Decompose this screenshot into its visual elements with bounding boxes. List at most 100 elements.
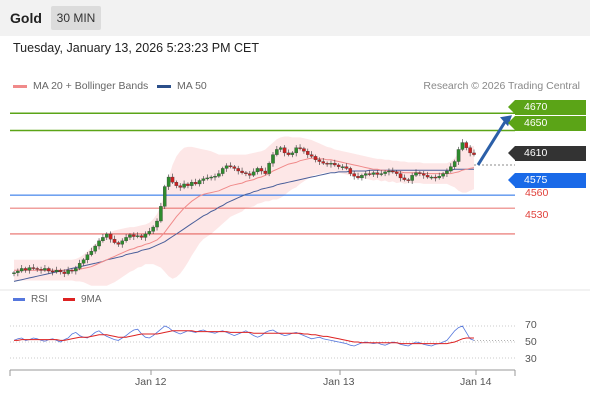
candle-body — [178, 185, 182, 188]
candle-body — [201, 178, 206, 181]
candle-body — [120, 240, 124, 245]
legend-ma50-label: MA 50 — [177, 80, 207, 92]
candle-body — [391, 170, 395, 173]
rsi-line — [13, 325, 475, 347]
legend-9ma-label: 9MA — [81, 294, 102, 305]
candle-body — [410, 175, 414, 181]
candle-body — [367, 173, 372, 175]
level-tag-4650: 4650 — [508, 116, 586, 131]
candle-body — [43, 268, 47, 271]
candle-body — [240, 170, 244, 173]
support-label-4560: 4560 — [525, 187, 549, 199]
candle-body — [352, 173, 356, 177]
candle-body — [460, 142, 465, 150]
candle-body — [421, 173, 426, 176]
candle-body — [398, 173, 403, 179]
candle-body — [193, 182, 198, 185]
candle-body — [54, 270, 59, 273]
candle-body — [282, 147, 287, 154]
candle-body — [271, 154, 275, 164]
candle-body — [298, 147, 302, 149]
candle-body — [135, 235, 140, 237]
candle-body — [105, 233, 109, 238]
ma50-line — [13, 168, 474, 282]
candle-body — [50, 270, 55, 273]
candle-body — [124, 237, 128, 242]
candle-body — [62, 271, 67, 274]
candle-body — [309, 154, 314, 157]
candle-body — [77, 263, 82, 269]
candle-body — [205, 177, 210, 180]
ma50-swatch — [157, 84, 171, 88]
candle-body — [356, 176, 360, 179]
candle-body — [170, 176, 175, 183]
candle-body — [116, 242, 121, 245]
candle-body — [333, 163, 337, 166]
candle-body — [364, 173, 368, 176]
candle-body — [445, 170, 449, 174]
legend-ma20-label: MA 20 + Bollinger Bands — [33, 80, 149, 92]
candle-body — [286, 152, 291, 155]
candle-body — [418, 172, 422, 174]
candle-body — [217, 173, 221, 177]
candle-body — [406, 179, 411, 181]
candle-body — [220, 168, 225, 174]
candle-body — [97, 240, 101, 247]
legend-ma50: MA 50 — [157, 80, 207, 92]
candle-body — [236, 168, 240, 172]
legend-ma20: MA 20 + Bollinger Bands — [13, 80, 148, 92]
candle-body — [464, 142, 469, 148]
candle-body — [16, 270, 20, 273]
candle-body — [89, 251, 94, 255]
candle-body — [251, 171, 256, 176]
rsi-tick-70: 70 — [525, 319, 537, 331]
candle-body — [209, 176, 213, 179]
candle-body — [27, 267, 32, 271]
candle-body — [58, 270, 63, 273]
bollinger-band-fill — [14, 136, 474, 286]
timeframe-button[interactable]: 30 MIN — [51, 6, 101, 30]
candle-body — [155, 220, 159, 228]
candle-body — [468, 147, 472, 154]
candle-body — [267, 163, 271, 174]
support-label-4530: 4530 — [525, 209, 549, 221]
candle-body — [394, 171, 399, 174]
candle-body — [31, 267, 36, 269]
candle-body — [414, 172, 418, 176]
candle-body — [182, 183, 186, 188]
candle-body — [429, 176, 434, 179]
candle-body — [19, 268, 24, 272]
candle-body — [197, 180, 202, 185]
rsi-ma-swatch — [63, 298, 75, 301]
candle-body — [224, 165, 229, 169]
candle-body — [449, 166, 453, 172]
candle-body — [66, 270, 70, 274]
header-bar: Gold 30 MIN — [0, 0, 590, 36]
candle-body — [278, 147, 283, 150]
candle-body — [329, 163, 333, 165]
last-price-tag: 4610 — [508, 146, 586, 161]
candle-body — [47, 268, 51, 272]
candle-body — [348, 168, 353, 174]
forecast-arrow-shaft — [476, 119, 508, 166]
candle-body — [425, 175, 430, 178]
candle-body — [93, 245, 97, 252]
candle-body — [452, 161, 457, 167]
candle-body — [375, 172, 380, 175]
candle-body — [85, 254, 90, 260]
candle-body — [232, 166, 237, 169]
candle-body — [81, 259, 86, 264]
candle-body — [290, 152, 295, 155]
candle-body — [317, 159, 322, 162]
candle-body — [433, 176, 438, 179]
candle-body — [371, 172, 376, 175]
candle-body — [12, 272, 16, 274]
candle-body — [228, 165, 233, 167]
candle-body — [139, 235, 144, 238]
candle-body — [244, 172, 248, 174]
candle-body — [108, 233, 113, 240]
rsi-swatch — [13, 298, 25, 301]
symbol-name: Gold — [10, 10, 42, 26]
candle-body — [259, 168, 264, 172]
